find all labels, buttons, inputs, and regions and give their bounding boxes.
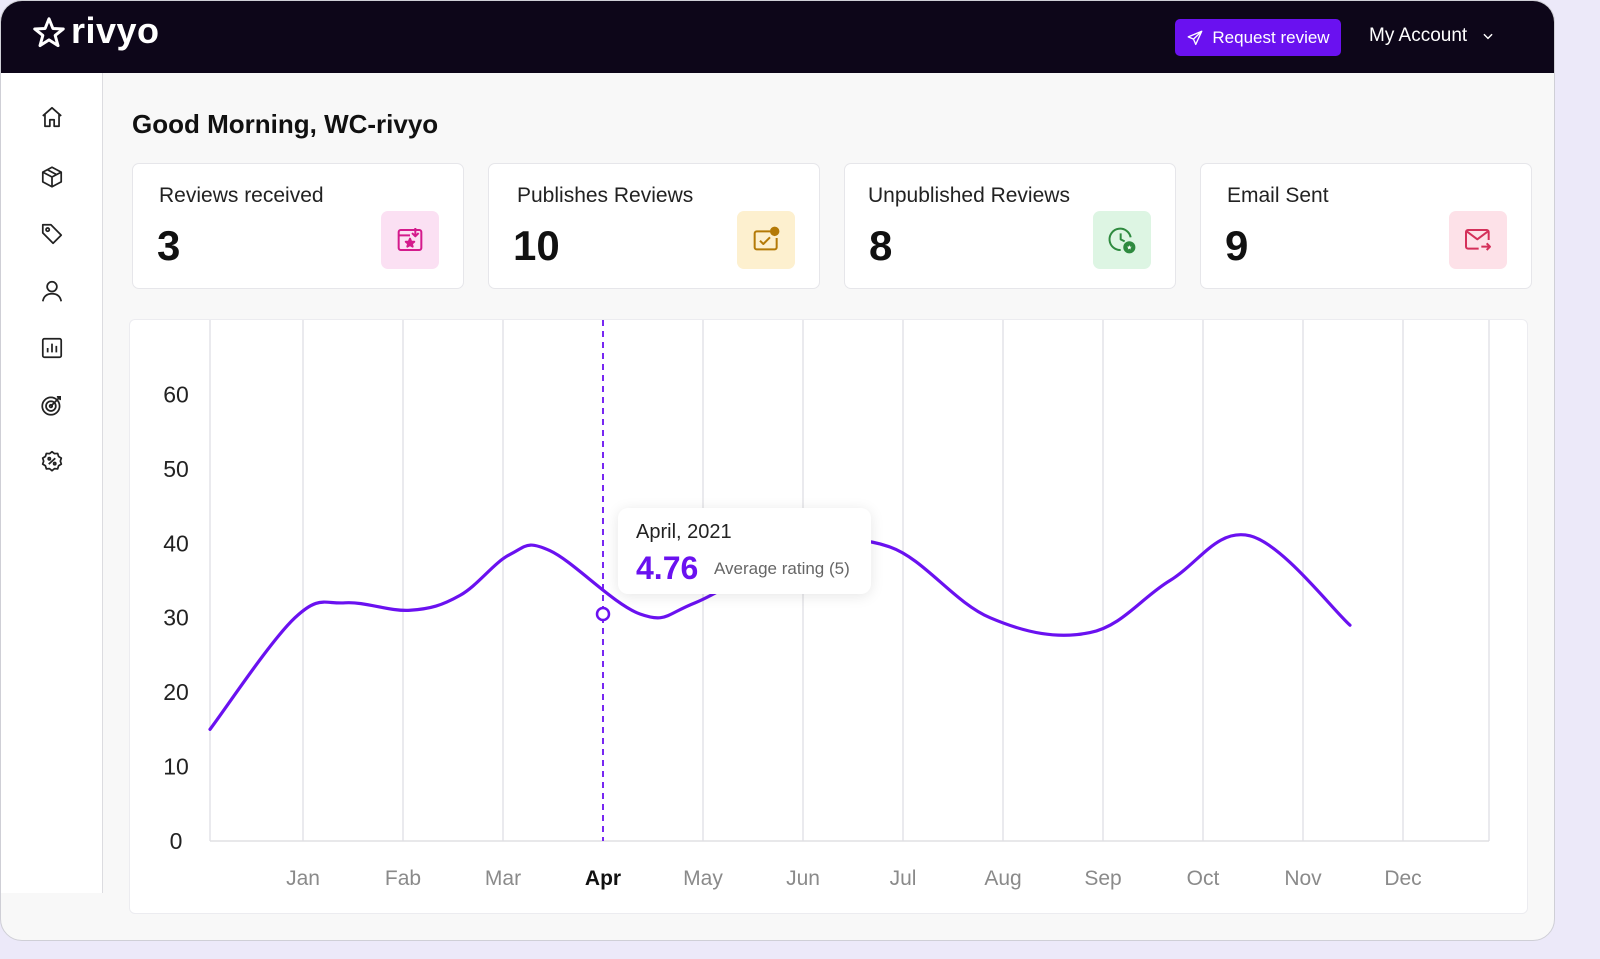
x-tick-label: Mar [485, 867, 521, 890]
chart-tooltip: April, 2021 4.76 Average rating (5) [618, 508, 871, 594]
discount-icon[interactable] [39, 449, 65, 475]
y-tick-label: 10 [163, 754, 189, 780]
account-label: My Account [1369, 25, 1468, 46]
x-tick-label: Aug [984, 867, 1021, 890]
y-tick-label: 60 [163, 381, 189, 407]
line-chart: 0 10 20 30 40 50 60 Jan Fab Mar Apr May Jun Jul Aug Sep… [163, 320, 1490, 890]
rating-chart: 0 10 20 30 40 50 60 Jan Fab Mar Apr May Jun Jul Aug Sep… [129, 319, 1528, 914]
home-icon[interactable] [39, 104, 65, 130]
x-tick-label: Dec [1384, 867, 1421, 890]
tooltip-date: April, 2021 [636, 521, 732, 543]
stat-card-email-sent[interactable]: Email Sent 9 [1200, 163, 1532, 289]
x-tick-label: Sep [1084, 867, 1121, 890]
page-title: Good Morning, WC-rivyo [132, 109, 439, 139]
clock-star-icon [1093, 211, 1151, 269]
send-icon [1187, 30, 1203, 45]
stat-label: Publishes Reviews [517, 184, 694, 207]
logo[interactable]: rivyo [31, 10, 160, 51]
request-review-label: Request review [1212, 27, 1330, 47]
chart-icon[interactable] [39, 335, 65, 361]
tooltip-label: Average rating (5) [714, 559, 850, 578]
top-bar: rivyo Request review My Account [1, 1, 1554, 73]
mail-send-icon [1449, 211, 1507, 269]
request-review-button[interactable]: Request review [1175, 19, 1341, 56]
highlight-point[interactable] [595, 606, 611, 622]
y-tick-label: 20 [163, 679, 189, 705]
series-line [208, 533, 1352, 731]
y-tick-label: 50 [163, 456, 189, 482]
stat-value: 10 [513, 222, 560, 269]
stat-value: 8 [869, 222, 893, 269]
chevron-down-icon [1483, 33, 1493, 40]
x-tick-label: Nov [1284, 867, 1322, 890]
y-tick-label: 30 [163, 605, 189, 631]
tooltip-value: 4.76 [636, 550, 699, 586]
tag-icon[interactable] [39, 221, 65, 247]
stat-card-reviews-received[interactable]: Reviews received 3 [132, 163, 464, 289]
stat-card-published-reviews[interactable]: Publishes Reviews 10 [488, 163, 820, 289]
stat-card-unpublished-reviews[interactable]: Unpublished Reviews 8 [844, 163, 1176, 289]
x-tick-label: Apr [585, 867, 621, 890]
stat-label: Unpublished Reviews [868, 184, 1070, 207]
stat-value: 3 [157, 222, 181, 269]
x-tick-label: Fab [385, 867, 421, 890]
y-tick-label: 0 [170, 828, 183, 854]
x-tick-label: Oct [1187, 867, 1220, 890]
x-tick-label: Jul [890, 867, 917, 890]
stat-label: Reviews received [159, 184, 324, 207]
star-logo-icon [33, 17, 65, 48]
x-tick-label: May [683, 867, 723, 890]
sidebar [1, 73, 103, 893]
account-menu[interactable]: My Account [1369, 25, 1495, 47]
stat-value: 9 [1225, 222, 1249, 269]
brand-name: rivyo [71, 10, 160, 51]
target-icon[interactable] [39, 392, 65, 418]
stat-label: Email Sent [1227, 184, 1329, 207]
star-calendar-icon [381, 211, 439, 269]
x-tick-label: Jan [286, 867, 320, 890]
app-window: rivyo Request review My Account Good Mor… [0, 0, 1555, 941]
x-tick-label: Jun [786, 867, 820, 890]
published-icon [737, 211, 795, 269]
box-icon[interactable] [39, 164, 65, 190]
y-tick-label: 40 [163, 530, 189, 556]
user-icon[interactable] [39, 278, 65, 304]
